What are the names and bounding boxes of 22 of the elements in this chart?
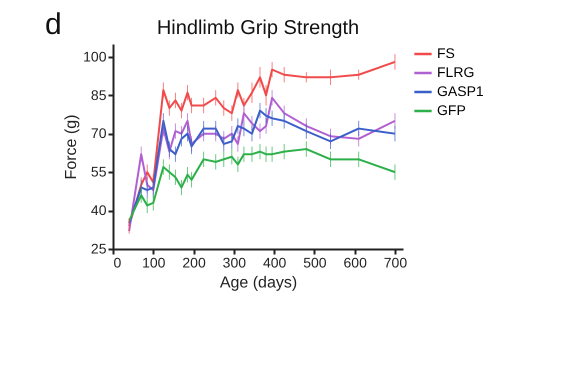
- x-tick-label: 500: [303, 254, 327, 270]
- y-axis-title: Force (g): [63, 114, 80, 180]
- chart-title: Hindlimb Grip Strength: [156, 17, 360, 39]
- x-tick-label: 200: [182, 254, 206, 270]
- x-tick-label: 700: [384, 254, 408, 270]
- x-tick-label: 300: [222, 254, 246, 270]
- y-tick-label: 70: [90, 125, 107, 142]
- x-tick-label: 0: [114, 254, 122, 270]
- y-tick-label: 85: [90, 86, 107, 103]
- text: d: [45, 8, 62, 41]
- y-tick-label: 100: [83, 48, 107, 64]
- x-tick-label: 600: [343, 254, 368, 270]
- x-tick-label: 400: [262, 254, 287, 270]
- legend-label: FS: [437, 45, 455, 61]
- legend-label: GASP1: [437, 83, 484, 99]
- y-tick-label: 25: [90, 240, 107, 256]
- y-tick-label: 40: [90, 202, 107, 218]
- x-tick-label: 100: [142, 254, 166, 270]
- legend-label: FLRG: [437, 64, 474, 80]
- legend-label: GFP: [437, 102, 466, 118]
- x-axis-title: Age (days): [220, 274, 298, 292]
- y-tick-label: 55: [90, 164, 107, 180]
